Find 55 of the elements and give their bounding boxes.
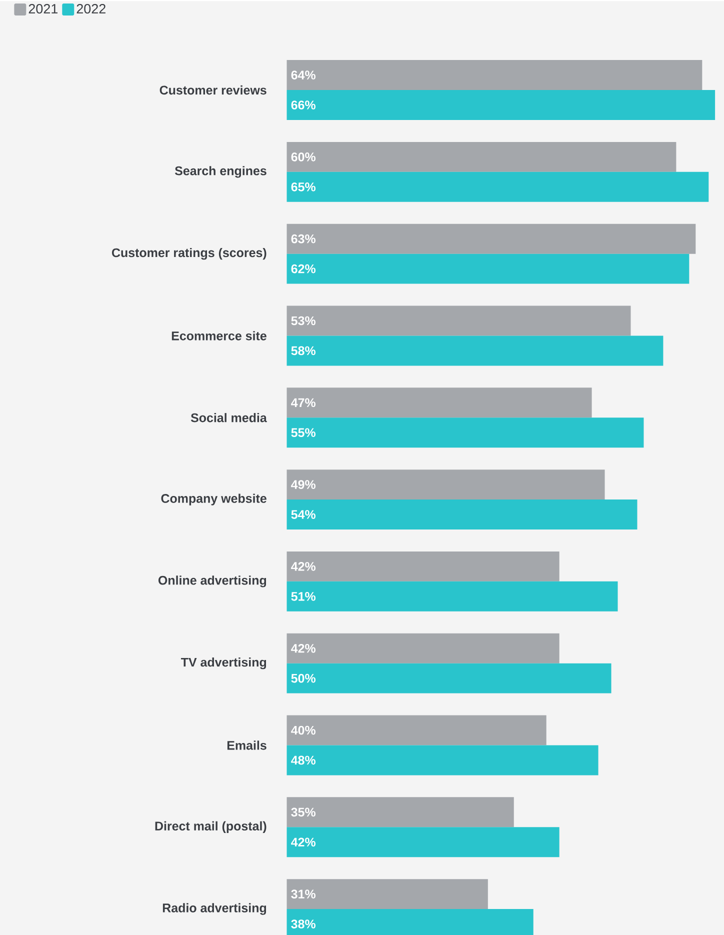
data-label: 42% [290, 644, 316, 653]
y-tick-label: Company website [161, 494, 266, 506]
y-tick-label: Direct mail (postal) [155, 821, 266, 833]
bar [286, 500, 638, 530]
bar [286, 388, 592, 418]
data-label: 66% [291, 100, 316, 110]
data-label: 47% [290, 398, 316, 408]
data-label: 35% [291, 808, 316, 817]
legend-label: 2021 [28, 4, 58, 14]
bar [286, 336, 664, 366]
y-tick-label: Social media [190, 413, 267, 422]
data-label: 54% [291, 510, 316, 519]
bar [286, 90, 716, 120]
data-label: 42% [290, 562, 316, 571]
bar [286, 172, 709, 202]
data-label: 53% [291, 316, 316, 326]
bar [286, 581, 618, 612]
data-label: 58% [291, 346, 316, 356]
bar [286, 306, 631, 336]
y-tick-label: Ecommerce site [172, 331, 266, 340]
y-tick-label: Customer reviews [160, 85, 266, 95]
data-label: 64% [291, 70, 316, 80]
bar [286, 633, 560, 664]
bar [286, 470, 605, 500]
bar [286, 715, 546, 746]
data-label: 65% [291, 182, 316, 192]
data-label: 62% [291, 264, 316, 274]
y-tick-label: Customer ratings (scores) [112, 248, 266, 260]
y-tick-label: TV advertising [180, 657, 266, 670]
data-label: 40% [290, 726, 316, 735]
bar [286, 60, 702, 90]
legend-label: 2022 [76, 4, 106, 14]
data-label: 31% [291, 890, 316, 898]
bar [286, 142, 676, 172]
data-label: 60% [291, 152, 316, 162]
bar [286, 827, 560, 858]
data-label: 50% [291, 674, 316, 683]
data-label: 63% [291, 234, 316, 244]
y-tick-label: Emails [227, 740, 266, 750]
data-label: 42% [290, 838, 316, 847]
data-label: 38% [291, 920, 316, 928]
data-label: 51% [291, 592, 316, 601]
data-label: 49% [290, 480, 316, 489]
y-tick-label: Radio advertising [162, 903, 266, 915]
bar [286, 418, 644, 448]
data-label: 55% [291, 428, 316, 438]
bar [286, 224, 696, 254]
bar [286, 254, 690, 284]
bar [286, 551, 560, 582]
y-tick-label: Search engines [174, 166, 266, 178]
data-label: 48% [290, 756, 316, 765]
y-tick-label: Online advertising [158, 576, 266, 588]
bar [286, 797, 514, 828]
bar [286, 745, 598, 776]
bar [286, 663, 612, 694]
